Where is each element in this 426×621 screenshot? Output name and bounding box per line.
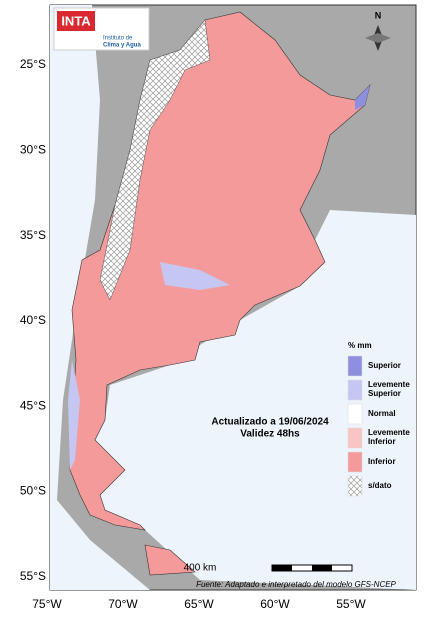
north-label: N (375, 10, 382, 20)
legend-label: Inferior (368, 457, 396, 466)
legend-swatch (347, 403, 363, 425)
latitude-label: 30°S (20, 142, 46, 156)
longitude-label: 60°W (260, 597, 290, 611)
light-superior-area (68, 360, 80, 470)
logo-institute-name: Clima y Agua (103, 43, 141, 49)
scale-bar (271, 564, 353, 572)
legend-label: Normal (368, 409, 396, 418)
compass (365, 33, 391, 43)
source: Fuente: Adaptado e interpretado del mode… (196, 580, 396, 589)
legend-label: Levemente Superior (368, 380, 410, 398)
latitude-label: 45°S (20, 398, 46, 412)
logo-brand: INTA (61, 13, 91, 28)
legend: % mm Superior Levemente Superior Normal Leve… (347, 341, 410, 497)
logo: INTA Instituto de Clima y Agua (53, 7, 150, 51)
atlantic-ocean (95, 210, 416, 590)
legend-title: % mm (348, 341, 372, 350)
latitude-label: 40°S (20, 313, 46, 327)
no-data-area (99, 19, 211, 301)
pacific-ocean (50, 5, 150, 590)
update-date: Actualizado a 19/06/2024 (211, 417, 329, 428)
longitude-label: 55°W (336, 597, 366, 611)
longitude-label: 70°W (108, 597, 138, 611)
legend-swatch (347, 451, 363, 473)
tierra-del-fuego (144, 544, 196, 576)
legend-label: Superior (368, 361, 401, 370)
legend-label: s/dato (368, 481, 392, 490)
legend-swatch (347, 427, 363, 449)
latitude-label: 55°S (20, 569, 46, 583)
north-arrow: N (365, 10, 391, 51)
legend-swatch (347, 379, 363, 401)
legend-swatch (347, 355, 363, 377)
light-superior-area (160, 262, 230, 290)
validity: Validez 48hs (240, 429, 300, 440)
logo-brand-box (57, 11, 95, 31)
scale-label: 400 km (184, 563, 217, 574)
latitude-label: 25°S (20, 57, 46, 71)
logo-institute: Instituto de (103, 36, 133, 42)
scale-bar-segment (272, 565, 292, 571)
legend-label: Levemente Inferior (368, 428, 410, 446)
longitude-label: 75°W (32, 597, 62, 611)
superior-area (355, 85, 370, 110)
latitude-label: 35°S (20, 228, 46, 242)
longitude-label: 65°W (184, 597, 214, 611)
legend-swatch (347, 475, 363, 497)
scale-bar-segment (312, 565, 332, 571)
latitude-label: 50°S (20, 484, 46, 498)
